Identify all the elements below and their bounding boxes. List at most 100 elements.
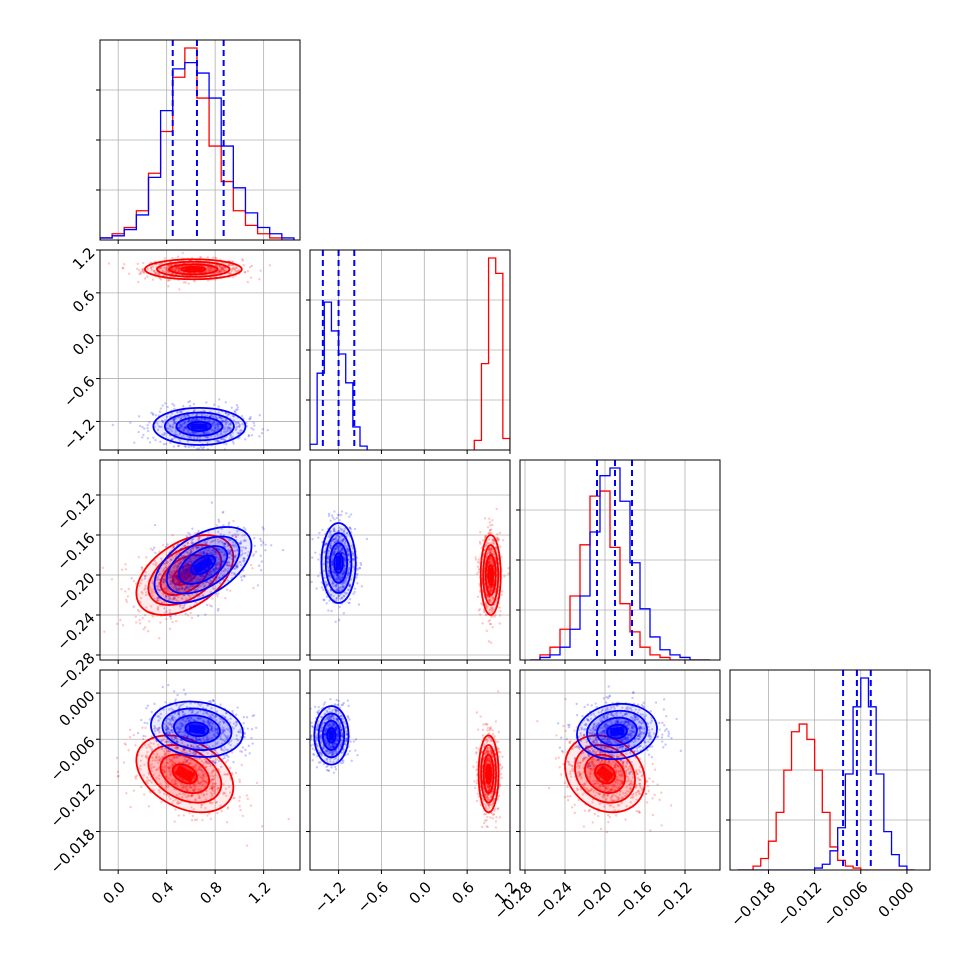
blue-point	[186, 561, 190, 564]
red-point	[491, 550, 495, 553]
blue-point	[174, 431, 177, 434]
blue-point	[186, 584, 190, 588]
blue-point	[236, 563, 239, 566]
blue-contours	[150, 700, 244, 758]
blue-point	[170, 717, 174, 720]
red-point	[145, 606, 148, 609]
blue-point	[226, 427, 229, 431]
blue-point	[210, 736, 214, 740]
blue-point	[176, 726, 179, 729]
red-point	[224, 597, 227, 600]
blue-point	[205, 418, 208, 421]
blue-point	[160, 588, 164, 591]
red-point	[205, 766, 208, 769]
red-point	[230, 260, 234, 263]
red-point	[164, 740, 168, 744]
red-point	[139, 582, 143, 585]
red-point	[154, 272, 157, 275]
blue-point	[203, 551, 206, 554]
blue-point	[167, 727, 170, 730]
blue-point	[183, 428, 186, 431]
blue-point	[218, 415, 222, 419]
blue-point	[172, 579, 176, 582]
red-point	[215, 257, 218, 260]
blue-point	[219, 437, 223, 441]
blue-contours	[153, 526, 253, 604]
red-point	[163, 769, 166, 772]
blue-point	[219, 416, 222, 419]
red-point	[194, 752, 197, 756]
red-point	[152, 265, 155, 268]
red-point	[149, 588, 153, 591]
blue-point	[208, 420, 211, 423]
blue-point	[164, 728, 168, 732]
blue-point	[132, 605, 135, 608]
red-point	[477, 570, 480, 574]
blue-point	[187, 570, 190, 574]
blue-point	[180, 726, 183, 729]
red-point	[173, 566, 176, 570]
red-point	[191, 814, 195, 818]
blue-point	[198, 717, 202, 720]
blue-point	[199, 746, 202, 750]
red-point	[487, 585, 490, 589]
blue-point	[175, 726, 178, 729]
red-point	[490, 548, 493, 551]
blue-point	[197, 418, 201, 421]
red-point	[193, 787, 197, 790]
red-point	[175, 746, 178, 749]
red-point	[150, 781, 153, 784]
blue-point	[181, 569, 185, 572]
red-point	[208, 571, 211, 574]
blue-point	[171, 579, 174, 583]
blue-point	[220, 742, 224, 745]
blue-point	[187, 400, 190, 404]
blue-point	[168, 732, 171, 735]
red-point	[487, 542, 490, 545]
blue-point	[211, 722, 214, 725]
blue-point	[158, 589, 161, 592]
red-point	[173, 820, 176, 823]
blue-point	[180, 734, 183, 737]
blue-point	[165, 610, 168, 613]
red-point	[489, 641, 493, 644]
blue-point	[201, 414, 204, 417]
red-point	[493, 615, 496, 618]
blue-point	[164, 595, 168, 598]
blue-point	[203, 739, 206, 743]
red-point	[171, 760, 175, 764]
red-point	[144, 587, 147, 590]
red-point	[219, 271, 223, 274]
red-point	[177, 269, 181, 273]
red-point	[141, 268, 144, 271]
red-point	[243, 271, 247, 274]
red-point	[231, 267, 234, 270]
red-point	[152, 727, 156, 731]
blue-point	[173, 572, 177, 575]
red-point	[489, 586, 492, 589]
red-point	[180, 741, 184, 745]
blue-point	[180, 722, 184, 725]
red-point	[220, 748, 223, 751]
red-density-peak	[184, 267, 202, 271]
red-point	[156, 587, 159, 591]
red-point	[155, 578, 159, 582]
histogram-panel-2	[516, 459, 721, 664]
red-point	[168, 760, 172, 763]
blue-point	[168, 597, 171, 601]
red-point	[287, 817, 290, 821]
blue-point	[221, 550, 224, 554]
red-point	[172, 757, 176, 760]
red-point	[208, 266, 211, 269]
blue-point	[200, 574, 204, 578]
blue-point	[205, 552, 208, 555]
red-point	[220, 261, 223, 265]
red-point	[166, 750, 170, 753]
blue-point	[212, 567, 215, 571]
blue-point	[220, 432, 223, 435]
blue-point	[209, 573, 213, 577]
blue-point	[179, 721, 182, 724]
red-point	[488, 529, 491, 532]
red-point	[143, 613, 147, 617]
